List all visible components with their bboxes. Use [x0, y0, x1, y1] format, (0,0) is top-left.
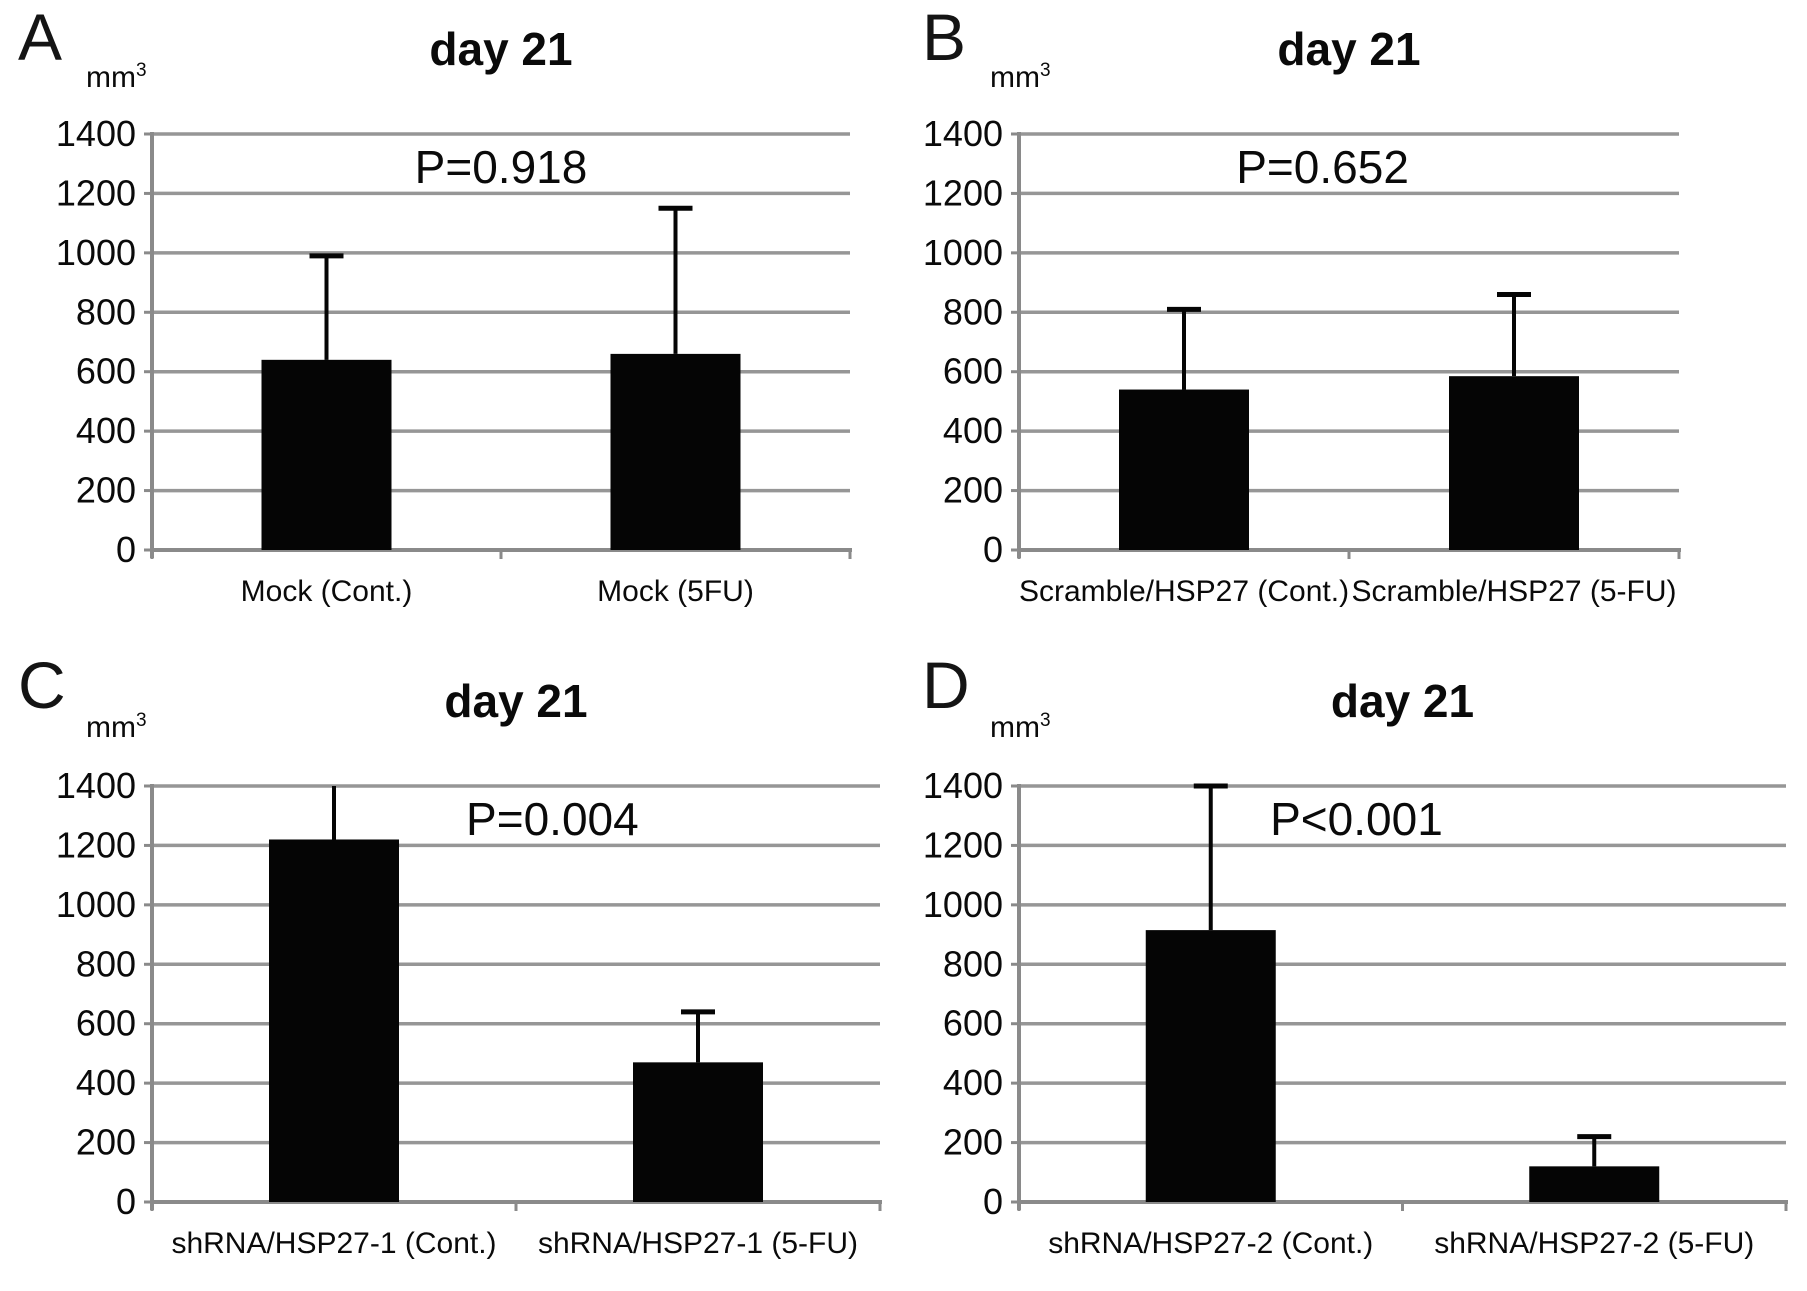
panel-b: 0 200 400 600 800 1000 1200 1400 B mm3 day 21 P… [904, 0, 1807, 608]
p-value-annotation: P=0.652 [1236, 141, 1409, 193]
p-value-annotation: P=0.004 [466, 793, 639, 845]
bar [633, 1062, 763, 1202]
panel-d: 0 200 400 600 800 1000 1200 1400 D mm3 day 21 P… [904, 590, 1807, 1291]
category-label: shRNA/HSP27-2 (5-FU) [1434, 1227, 1755, 1260]
y-tick-label: 400 [76, 410, 136, 451]
y-tick-label: 0 [116, 1181, 136, 1222]
p-value-annotation: P<0.001 [1270, 793, 1443, 845]
y-axis-unit-label: mm3 [990, 710, 1051, 745]
y-tick-label: 200 [943, 470, 1003, 511]
plot-area: 0 200 400 600 800 1000 1200 1400 [56, 113, 852, 570]
category-label: Scramble/HSP27 (Cont.) [1018, 575, 1350, 608]
y-tick-label: 600 [76, 1003, 136, 1044]
y-tick-label: 400 [943, 1062, 1003, 1103]
y-tick-label: 800 [76, 291, 136, 332]
category-label: shRNA/HSP27-1 (Cont.) [171, 1227, 497, 1260]
category-label: shRNA/HSP27-2 (Cont.) [1048, 1227, 1374, 1260]
unit-base: mm [990, 711, 1040, 744]
y-tick-label: 800 [76, 943, 136, 984]
unit-base: mm [86, 711, 136, 744]
bar [269, 839, 399, 1202]
panel-letter: D [922, 648, 970, 722]
y-axis-unit-label: mm3 [86, 710, 147, 745]
panel-letter: C [18, 648, 66, 722]
y-tick-label: 800 [943, 291, 1003, 332]
chart-title: day 21 [444, 675, 588, 727]
y-tick-label: 1200 [56, 172, 136, 213]
unit-exponent: 3 [135, 60, 147, 81]
y-tick-label: 0 [983, 1181, 1003, 1222]
y-axis-unit-label: mm3 [86, 60, 147, 95]
y-tick-label: 1200 [923, 172, 1003, 213]
y-tick-label: 1400 [56, 765, 136, 806]
y-tick-label: 600 [943, 351, 1003, 392]
y-tick-label: 600 [943, 1003, 1003, 1044]
category-label: Scramble/HSP27 (5-FU) [1351, 575, 1677, 608]
y-tick-label: 1000 [923, 232, 1003, 273]
p-value-annotation: P=0.918 [414, 141, 588, 193]
y-axis-unit-label: mm3 [990, 60, 1051, 95]
y-tick-label: 1400 [923, 113, 1003, 154]
unit-exponent: 3 [1039, 60, 1051, 81]
y-tick-label: 1200 [56, 824, 136, 865]
y-tick-label: 200 [943, 1122, 1003, 1163]
y-tick-label: 600 [76, 351, 136, 392]
y-tick-label: 400 [943, 410, 1003, 451]
panel-a: 0 200 400 600 800 1000 1200 1400 A mm3 day 21 P… [0, 0, 903, 608]
y-tick-label: 1000 [923, 884, 1003, 925]
y-tick-label: 200 [76, 470, 136, 511]
unit-exponent: 3 [1039, 710, 1051, 731]
category-label: Mock (5FU) [597, 575, 754, 608]
y-tick-label: 0 [116, 529, 136, 570]
y-tick-label: 400 [76, 1062, 136, 1103]
category-label: Mock (Cont.) [240, 575, 413, 608]
plot-area: 0 200 400 600 800 1000 1200 1400 [923, 113, 1681, 570]
y-tick-label: 0 [983, 529, 1003, 570]
bar [261, 359, 392, 550]
bar [610, 353, 741, 550]
plot-area: 0 200 400 600 800 1000 1200 1400 [56, 765, 882, 1222]
unit-base: mm [86, 61, 136, 94]
unit-exponent: 3 [135, 710, 147, 731]
panel-letter: B [922, 0, 967, 74]
bar [1119, 389, 1249, 550]
bar [1449, 376, 1579, 550]
bar [1529, 1166, 1660, 1202]
y-tick-label: 1000 [56, 232, 136, 273]
category-label: shRNA/HSP27-1 (5-FU) [537, 1227, 859, 1260]
bar [1145, 930, 1276, 1202]
y-tick-label: 1400 [56, 113, 136, 154]
chart-title: day 21 [1277, 23, 1421, 75]
y-tick-label: 1200 [923, 824, 1003, 865]
y-tick-label: 800 [943, 943, 1003, 984]
plot-area: 0 200 400 600 800 1000 1200 1400 [923, 765, 1788, 1222]
y-tick-label: 1000 [56, 884, 136, 925]
panel-c: 0 200 400 600 800 1000 1200 1400 C mm3 day 21 P… [0, 590, 903, 1291]
chart-title: day 21 [1330, 675, 1475, 727]
y-tick-label: 200 [76, 1122, 136, 1163]
panel-letter: A [18, 0, 63, 74]
chart-title: day 21 [429, 23, 573, 75]
y-tick-label: 1400 [923, 765, 1003, 806]
unit-base: mm [990, 61, 1040, 94]
